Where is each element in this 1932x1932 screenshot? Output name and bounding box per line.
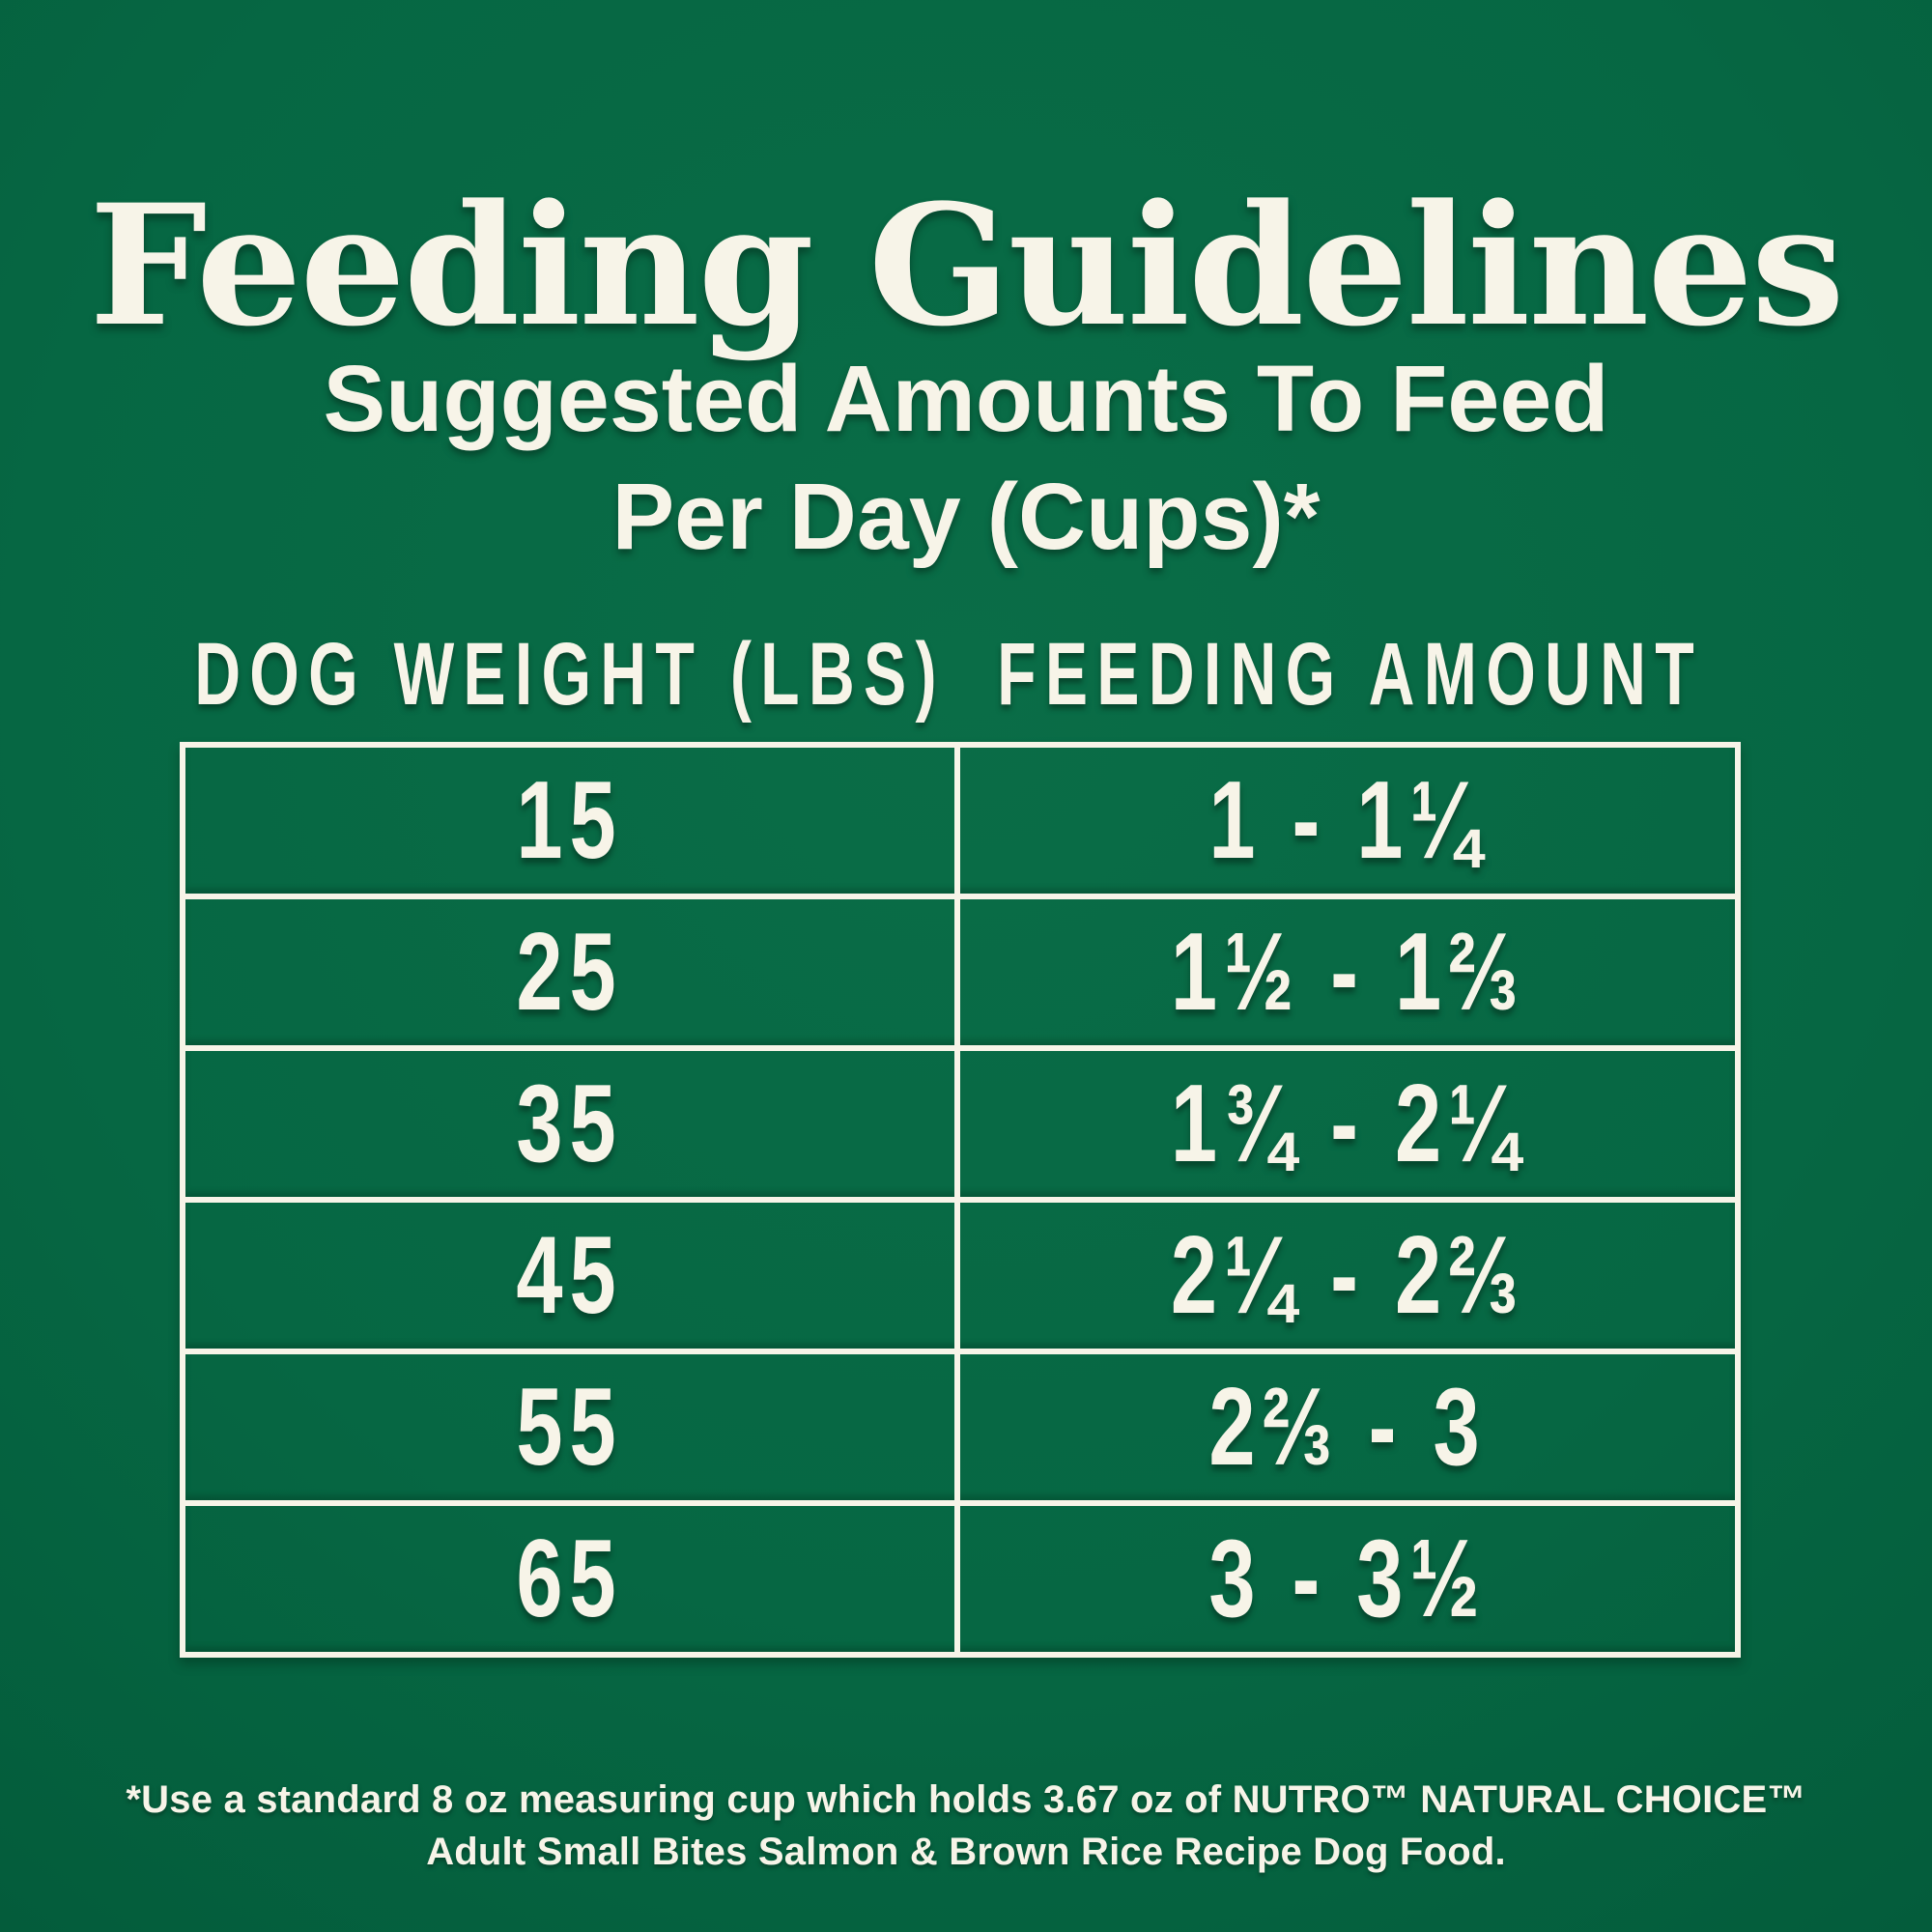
amount-cell: 2⅔ - 3 [1208,1366,1487,1489]
amount-cell: 3 - 3½ [1208,1518,1487,1640]
subtitle-line-2: Per Day (Cups)* [611,464,1321,570]
subtitle: Suggested Amounts To Feed Per Day (Cups)… [0,340,1932,576]
amount-cell: 1½ - 1⅔ [1170,911,1525,1034]
footnote-line-2: Adult Small Bites Salmon & Brown Rice Re… [426,1831,1506,1873]
column-header-feeding-amount: FEEDING AMOUNT [997,624,1704,724]
table-row: 55 2⅔ - 3 [185,1354,1735,1506]
weight-cell: 25 [185,899,960,1045]
feeding-table: 15 1 - 1¼ 25 1½ - 1⅔ 35 1¾ - 2¼ 45 2¼ - … [180,742,1741,1658]
weight-cell: 35 [185,1051,960,1197]
table-row: 25 1½ - 1⅔ [185,899,1735,1051]
page-title: Feeding Guidelines [89,167,1844,364]
weight-cell: 15 [185,748,960,894]
weight-cell: 45 [185,1203,960,1349]
table-row: 45 2¼ - 2⅔ [185,1203,1735,1354]
footnote-line-1: *Use a standard 8 oz measuring cup which… [126,1778,1806,1821]
subtitle-line-1: Suggested Amounts To Feed [323,346,1609,451]
weight-cell: 65 [185,1506,960,1652]
table-row: 35 1¾ - 2¼ [185,1051,1735,1203]
amount-cell: 1¾ - 2¼ [1170,1063,1525,1185]
table-row: 15 1 - 1¼ [185,748,1735,899]
table-column-headers: DOG WEIGHT (LBS) FEEDING AMOUNT [180,624,1741,724]
amount-cell: 1 - 1¼ [1208,759,1487,882]
column-header-dog-weight: DOG WEIGHT (LBS) [194,624,946,724]
footnote: *Use a standard 8 oz measuring cup which… [0,1774,1932,1878]
amount-cell: 2¼ - 2⅔ [1170,1214,1525,1337]
weight-cell: 55 [185,1354,960,1500]
table-row: 65 3 - 3½ [185,1506,1735,1652]
